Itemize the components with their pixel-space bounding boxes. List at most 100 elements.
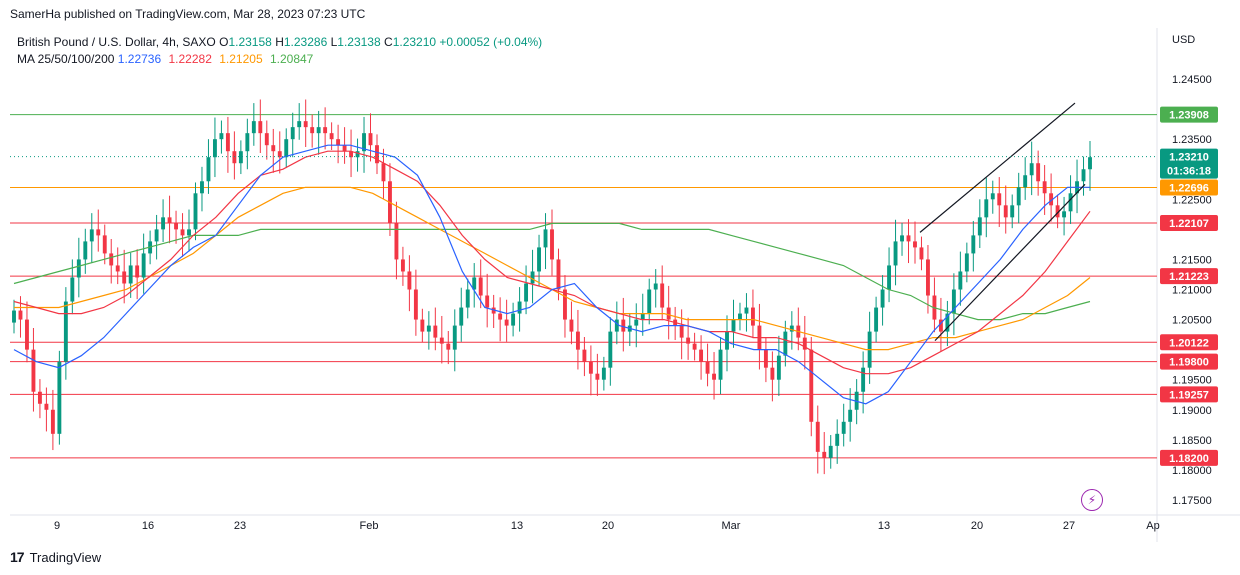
ma100-value: 1.21205 bbox=[219, 52, 263, 66]
candle-body bbox=[264, 133, 269, 146]
candle-body bbox=[433, 325, 438, 338]
candle-body bbox=[725, 331, 729, 350]
candle-body bbox=[1049, 193, 1054, 206]
level-tag bbox=[1160, 334, 1218, 351]
chart-legend: British Pound / U.S. Dollar, 4h, SAXO O1… bbox=[17, 34, 542, 68]
candle-body bbox=[556, 259, 561, 290]
candle-body bbox=[478, 277, 483, 296]
candle-body bbox=[1042, 181, 1047, 194]
currency-label[interactable]: USD bbox=[1172, 34, 1196, 46]
y-tick-label: 1.23500 bbox=[1172, 134, 1212, 146]
candle-body bbox=[563, 289, 567, 320]
candle-body bbox=[537, 247, 541, 272]
candle-body bbox=[614, 319, 619, 332]
y-tick-label: 1.24500 bbox=[1172, 74, 1212, 86]
candle-body bbox=[329, 133, 334, 140]
candle-body bbox=[763, 349, 768, 368]
candle-body bbox=[504, 319, 509, 326]
candle-body bbox=[1029, 163, 1034, 176]
level-tag bbox=[1160, 106, 1218, 123]
candle-body bbox=[770, 367, 775, 380]
ohlc-close: C1.23210 bbox=[384, 35, 437, 49]
candle-body bbox=[1055, 205, 1060, 218]
candle-body bbox=[381, 163, 386, 182]
brand-name[interactable]: TradingView bbox=[29, 549, 102, 565]
candle-body bbox=[187, 229, 191, 236]
candle-body bbox=[971, 235, 976, 254]
candle-body bbox=[407, 271, 412, 290]
candle-body bbox=[997, 193, 1002, 206]
candle-body bbox=[485, 295, 490, 308]
candle-body bbox=[893, 241, 898, 266]
candle-body bbox=[666, 307, 671, 320]
candle-body bbox=[984, 199, 989, 218]
ohlc-low: L1.23138 bbox=[330, 35, 381, 49]
candle-body bbox=[271, 145, 276, 152]
candle-body bbox=[731, 319, 736, 332]
candle-body bbox=[225, 133, 230, 152]
countdown-label: 01:36:18 bbox=[1167, 166, 1211, 178]
candle-body bbox=[349, 151, 354, 158]
candle-body bbox=[945, 313, 950, 332]
level-tag bbox=[1160, 353, 1218, 370]
candle-body bbox=[206, 157, 211, 182]
candle-body bbox=[718, 349, 723, 380]
candle-body bbox=[621, 319, 626, 332]
y-tick-label: 1.17500 bbox=[1172, 495, 1212, 507]
y-tick-label: 1.21500 bbox=[1172, 254, 1212, 266]
x-tick-label: 27 bbox=[1063, 520, 1075, 532]
lightning-icon[interactable]: ⚡ bbox=[1081, 489, 1103, 511]
candle-body bbox=[517, 301, 522, 314]
level-tag-label: 1.23908 bbox=[1169, 110, 1209, 122]
level-tag bbox=[1160, 386, 1218, 403]
candle-body bbox=[874, 307, 879, 332]
candle-body bbox=[640, 313, 645, 320]
candle-body bbox=[1010, 205, 1015, 218]
candle-body bbox=[362, 133, 366, 152]
candle-body bbox=[290, 127, 295, 140]
symbol-name[interactable]: British Pound / U.S. Dollar, 4h, SAXO bbox=[17, 35, 216, 49]
candle-body bbox=[89, 229, 94, 242]
tradingview-logo-icon[interactable]: 17 bbox=[10, 549, 25, 565]
candle-body bbox=[154, 229, 159, 242]
candle-body bbox=[413, 289, 418, 320]
candle-body bbox=[303, 121, 308, 128]
candle-body bbox=[135, 265, 140, 278]
candle-body bbox=[31, 349, 36, 392]
candle-body bbox=[750, 307, 755, 326]
candle-body bbox=[96, 229, 101, 236]
level-tag bbox=[1160, 449, 1218, 466]
candle-body bbox=[342, 145, 347, 152]
candle-body bbox=[1068, 193, 1073, 212]
candle-body bbox=[115, 265, 120, 272]
candle-body bbox=[141, 253, 146, 278]
candle-body bbox=[232, 151, 237, 164]
ma-label[interactable]: MA 25/50/100/200 bbox=[17, 52, 115, 66]
candle-body bbox=[977, 217, 982, 236]
candle-body bbox=[900, 235, 904, 242]
candle-body bbox=[601, 367, 606, 380]
candle-body bbox=[1036, 163, 1041, 182]
candle-body bbox=[776, 355, 781, 380]
candle-body bbox=[251, 121, 256, 134]
candle-body bbox=[491, 307, 496, 314]
candle-body bbox=[57, 361, 62, 434]
y-tick-label: 1.19500 bbox=[1172, 375, 1212, 387]
candle-body bbox=[926, 259, 930, 296]
x-tick-label: Feb bbox=[360, 520, 379, 532]
candle-body bbox=[511, 313, 516, 326]
candle-body bbox=[83, 241, 88, 260]
candle-body bbox=[660, 283, 665, 308]
candle-body bbox=[109, 253, 114, 266]
level-tag-label: 1.20122 bbox=[1169, 337, 1209, 349]
candle-body bbox=[12, 310, 16, 323]
candle-body bbox=[70, 277, 75, 302]
candle-body bbox=[958, 271, 963, 290]
candle-body bbox=[25, 319, 29, 350]
channel-upper-line bbox=[919, 102, 1076, 233]
candle-body bbox=[219, 133, 224, 140]
candle-body bbox=[394, 223, 399, 260]
candle-body bbox=[102, 235, 107, 254]
candle-body bbox=[653, 283, 658, 290]
